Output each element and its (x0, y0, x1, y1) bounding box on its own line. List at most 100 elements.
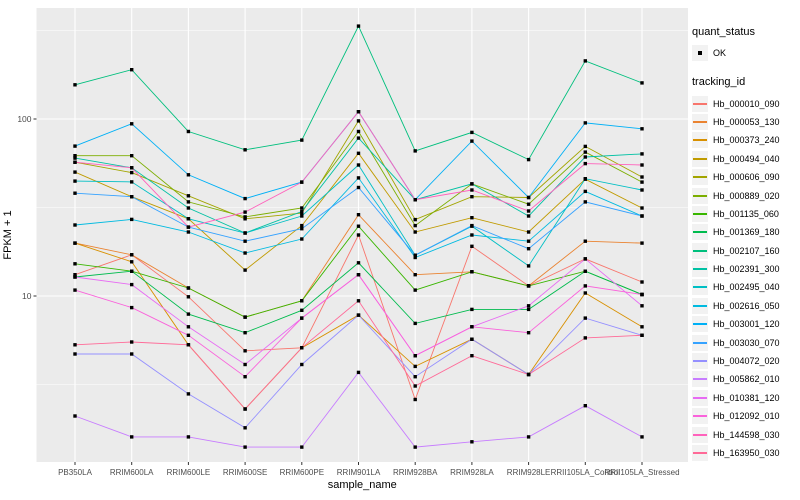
data-point (186, 230, 191, 234)
legend-item: Hb_003001_120 (692, 315, 798, 333)
x-axis-title: sample_name (328, 479, 397, 491)
plot-panel (36, 8, 688, 462)
legend-item-label: Hb_163950_030 (713, 448, 780, 458)
data-point (413, 217, 417, 222)
data-point (300, 299, 304, 303)
data-point (526, 435, 531, 439)
legend-item-label: Hb_000373_240 (713, 135, 780, 146)
data-point (356, 151, 361, 155)
legend-item: Hb_144598_030 (692, 425, 798, 443)
legend-item-label: Hb_002495_040 (713, 282, 780, 293)
data-point (186, 173, 191, 177)
data-point (300, 214, 304, 218)
x-tick-label: RRIM600PE (280, 468, 324, 477)
data-point (356, 176, 361, 180)
data-point (413, 445, 417, 449)
data-point (526, 214, 531, 218)
data-point (356, 213, 361, 217)
quant-status-legend: quant_status OK (692, 26, 798, 62)
legend-key-box (692, 261, 708, 278)
legend-key-box (692, 187, 708, 204)
x-tick-label: RRIM901LA (337, 468, 381, 477)
data-point (583, 155, 587, 159)
legend-item: Hb_001369_180 (692, 223, 798, 241)
data-point (73, 191, 77, 195)
legend-line-swatch (693, 139, 707, 142)
data-point (186, 325, 191, 329)
data-point (526, 331, 531, 335)
data-point (526, 247, 531, 251)
legend-line-swatch (693, 415, 707, 418)
data-point (186, 129, 191, 134)
x-tick-label: RRIM928LA (450, 468, 494, 477)
legend-item: Hb_004072_020 (692, 352, 798, 370)
data-point (130, 122, 134, 126)
data-point (130, 180, 134, 184)
y-axis-title: FPKM + 1 (2, 210, 14, 259)
data-point (583, 269, 587, 273)
data-point (413, 253, 417, 257)
legend-key-box (692, 150, 708, 167)
data-point (130, 68, 134, 72)
data-point (413, 288, 417, 292)
ok-point-icon (698, 51, 702, 56)
legend-item-label: Hb_000889_020 (713, 190, 780, 201)
data-point (243, 445, 247, 449)
data-point (130, 282, 134, 287)
data-point (243, 231, 247, 235)
data-point (186, 200, 191, 204)
data-point (583, 189, 587, 194)
data-point (73, 170, 77, 174)
data-point (583, 177, 587, 181)
legend-item-ok: OK (692, 44, 798, 62)
legend-line-swatch (693, 323, 707, 326)
data-point (300, 227, 304, 231)
data-point (583, 316, 587, 320)
data-point (413, 273, 417, 277)
data-point (413, 230, 417, 234)
data-point (186, 435, 191, 439)
x-tick-label: RRIM600SE (223, 468, 267, 477)
legend-key-box (692, 353, 708, 370)
legend-item: Hb_002391_300 (692, 260, 798, 278)
data-point (356, 233, 361, 237)
data-point (73, 288, 77, 292)
legend-item: Hb_010381_120 (692, 389, 798, 407)
data-point (470, 216, 474, 220)
data-point (640, 188, 644, 192)
legend-line-swatch (693, 304, 707, 307)
data-point (413, 198, 417, 202)
legend-item: Hb_000010_090 (692, 94, 798, 112)
legend-item: Hb_000373_240 (692, 131, 798, 149)
legend-item-label: Hb_000010_090 (713, 98, 780, 109)
data-point (73, 83, 77, 87)
data-point (413, 149, 417, 153)
data-point (186, 217, 191, 221)
data-point (640, 435, 644, 439)
data-point (243, 239, 247, 243)
legend-key-box (692, 132, 708, 149)
data-point (526, 264, 531, 268)
legend-line-swatch (693, 452, 707, 454)
x-tick-label: RRIM600LE (167, 468, 211, 477)
data-point (300, 445, 304, 449)
x-tick-label: RRII105LA_Control (551, 468, 621, 477)
data-point (640, 206, 644, 210)
legend-item-label: Hb_001369_180 (713, 227, 780, 238)
legend-item: Hb_002107_160 (692, 242, 798, 260)
data-point (186, 225, 191, 229)
data-point (300, 138, 304, 142)
legend-item: Hb_163950_030 (692, 444, 798, 462)
data-point (470, 233, 474, 237)
data-point (186, 343, 191, 347)
data-point (130, 305, 134, 310)
data-point (356, 273, 361, 277)
legend-key-box (692, 242, 708, 259)
data-point (73, 275, 77, 279)
data-point (243, 331, 247, 335)
legend-key-box (692, 279, 708, 296)
data-point (300, 180, 304, 184)
data-point (583, 144, 587, 149)
legend: quant_status OK tracking_id Hb_000010_09… (692, 26, 798, 462)
data-point (583, 284, 587, 288)
